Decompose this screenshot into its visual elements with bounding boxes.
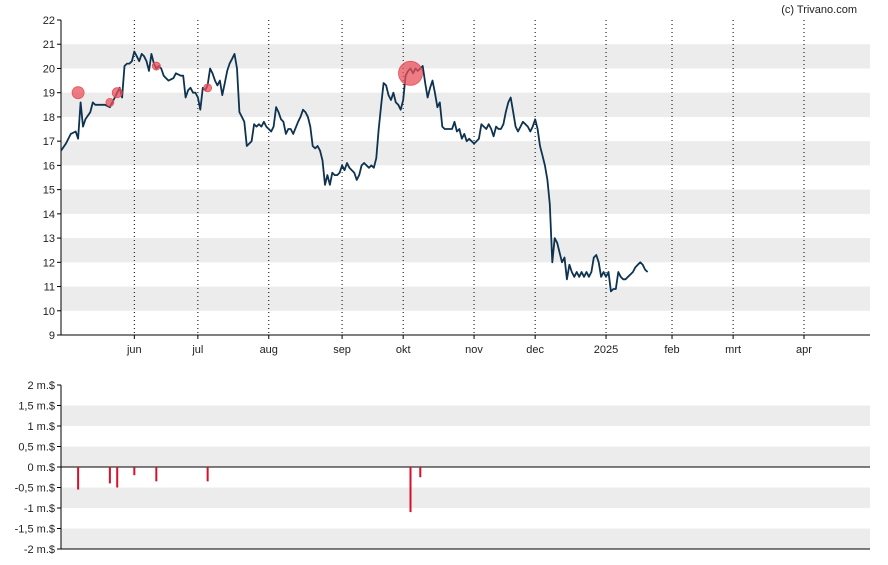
price-chart-axes bbox=[60, 20, 870, 336]
price-band bbox=[61, 286, 870, 311]
x-tick-label: 2025 bbox=[594, 344, 618, 356]
volume-band bbox=[61, 487, 870, 508]
x-tick-label: jul bbox=[191, 344, 203, 356]
trade-volume-bar bbox=[419, 467, 422, 478]
trade-volume-bar bbox=[409, 467, 412, 513]
x-tick-label: apr bbox=[796, 344, 812, 356]
volume-y-tick-label: 1 m.$ bbox=[27, 421, 55, 433]
y-tick-label: 17 bbox=[43, 136, 55, 148]
price-band bbox=[61, 238, 870, 263]
volume-band bbox=[61, 405, 870, 426]
price-band bbox=[61, 189, 870, 214]
volume-band bbox=[61, 528, 870, 549]
volume-y-tick-label: 0 m.$ bbox=[27, 462, 55, 474]
volume-y-tick-label: -0,5 m.$ bbox=[15, 483, 55, 495]
price-band bbox=[61, 44, 870, 69]
x-tick-label: sep bbox=[333, 344, 351, 356]
y-tick-label: 12 bbox=[43, 257, 55, 269]
price-chart-x-ticks: jun jul aug sep okt nov dec 2025 feb mrt apr bbox=[126, 335, 812, 356]
insider-trade-marker bbox=[71, 86, 85, 100]
volume-chart-y-ticks: -2 m.$ -1,5 m.$ -1 m.$ -0,5 m.$ 0 m.$ 0,5 m.$… bbox=[15, 380, 61, 556]
price-band bbox=[61, 141, 870, 166]
y-tick-label: 13 bbox=[43, 233, 55, 245]
volume-y-tick-label: 1,5 m.$ bbox=[18, 401, 55, 413]
y-tick-label: 21 bbox=[43, 39, 55, 51]
volume-chart-bands bbox=[61, 405, 870, 549]
trade-volume-bar bbox=[116, 467, 119, 488]
y-tick-label: 10 bbox=[43, 306, 55, 318]
x-tick-label: okt bbox=[396, 344, 411, 356]
insider-trade-marker bbox=[105, 97, 115, 107]
price-chart-y-ticks: 9 10 11 12 13 14 15 16 17 18 19 20 21 22 bbox=[43, 15, 61, 342]
y-tick-label: 9 bbox=[49, 330, 55, 342]
volume-y-tick-label: 0,5 m.$ bbox=[18, 442, 55, 454]
price-chart-markers bbox=[71, 60, 423, 107]
price-band bbox=[61, 92, 870, 117]
x-tick-label: mrt bbox=[725, 344, 741, 356]
volume-y-tick-label: -1,5 m.$ bbox=[15, 524, 55, 536]
insider-trade-marker bbox=[398, 60, 423, 86]
volume-chart-bars bbox=[77, 467, 422, 513]
insider-trade-marker bbox=[203, 83, 213, 93]
y-tick-label: 15 bbox=[43, 185, 55, 197]
y-tick-label: 11 bbox=[44, 282, 55, 294]
price-chart-bands bbox=[61, 44, 870, 311]
volume-y-tick-label: -1 m.$ bbox=[24, 503, 55, 515]
trade-volume-bar bbox=[155, 467, 158, 482]
x-tick-label: dec bbox=[526, 344, 544, 356]
credit-label: (c) Trivano.com bbox=[781, 4, 857, 16]
x-tick-label: feb bbox=[664, 344, 679, 356]
price-chart-month-grid bbox=[133, 20, 805, 335]
x-tick-label: aug bbox=[260, 344, 278, 356]
y-tick-label: 19 bbox=[43, 88, 55, 100]
trade-volume-bar bbox=[206, 467, 209, 482]
trade-volume-bar bbox=[77, 467, 80, 490]
y-tick-label: 14 bbox=[43, 209, 55, 221]
trade-volume-bar bbox=[108, 467, 111, 484]
insider-trade-marker bbox=[151, 61, 161, 71]
y-tick-label: 20 bbox=[43, 63, 55, 75]
trade-volume-bar bbox=[133, 467, 136, 476]
x-tick-label: jun bbox=[126, 344, 142, 356]
price-line bbox=[60, 50, 649, 293]
volume-band bbox=[61, 446, 870, 467]
x-tick-label: nov bbox=[465, 344, 483, 356]
insider-trade-marker bbox=[111, 87, 123, 99]
y-tick-label: 18 bbox=[43, 112, 55, 124]
volume-y-tick-label: -2 m.$ bbox=[24, 544, 55, 556]
volume-y-tick-label: 2 m.$ bbox=[27, 380, 55, 392]
y-tick-label: 16 bbox=[43, 160, 55, 172]
y-tick-label: 22 bbox=[43, 15, 55, 27]
